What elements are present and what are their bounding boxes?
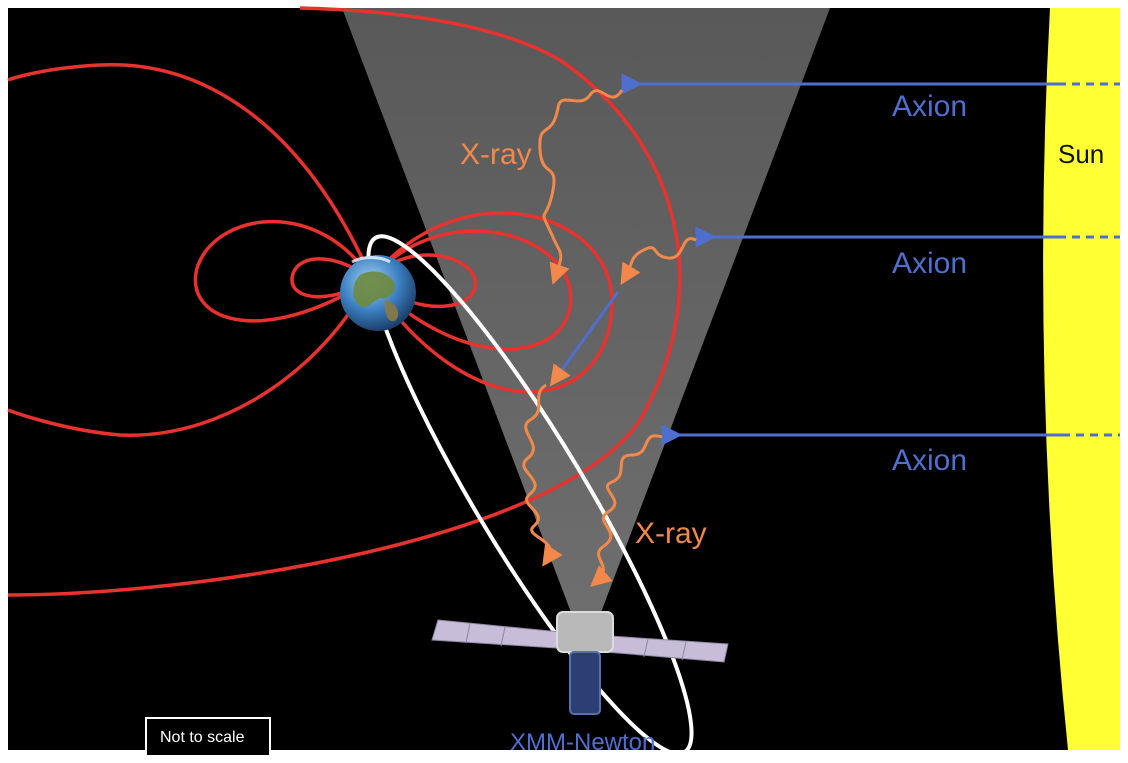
field-line-right-1 (370, 253, 477, 309)
xray-path-3 (522, 383, 563, 567)
satellite-icon (431, 611, 729, 715)
field-line-left-mid (193, 219, 372, 323)
axion-arrows (549, 73, 1120, 446)
satellite-telescope (569, 651, 601, 715)
field-line-left-inner (290, 257, 372, 299)
xray-path-4 (590, 434, 663, 587)
earth-icon (340, 255, 416, 331)
xray-path-1 (538, 89, 624, 285)
axion-label-1: Axion (892, 90, 967, 123)
xray-paths (522, 89, 697, 587)
xray-label-lower: X-ray (635, 517, 707, 550)
scale-note-label: Not to scale (160, 729, 245, 746)
sun-label: Sun (1058, 139, 1104, 169)
field-line-right-2 (370, 229, 573, 351)
axion-label-3: Axion (892, 444, 967, 477)
solar-panel-left (431, 619, 561, 649)
axion-label-2: Axion (892, 247, 967, 280)
satellite-label: XMM-Newton (510, 729, 655, 756)
xray-label-upper: X-ray (460, 138, 532, 171)
axion-arrow-diagonal (549, 291, 620, 387)
field-line-large-left (7, 62, 372, 276)
field-line-outer (7, 6, 682, 597)
field-of-view-cone (342, 8, 830, 615)
sun (1043, 8, 1120, 750)
xray-path-2 (620, 237, 697, 286)
satellite-orbit (366, 234, 694, 756)
scale-note-box: Not to scale (145, 717, 271, 757)
satellite-body (556, 611, 614, 653)
field-line-large-left-lower (7, 277, 372, 437)
